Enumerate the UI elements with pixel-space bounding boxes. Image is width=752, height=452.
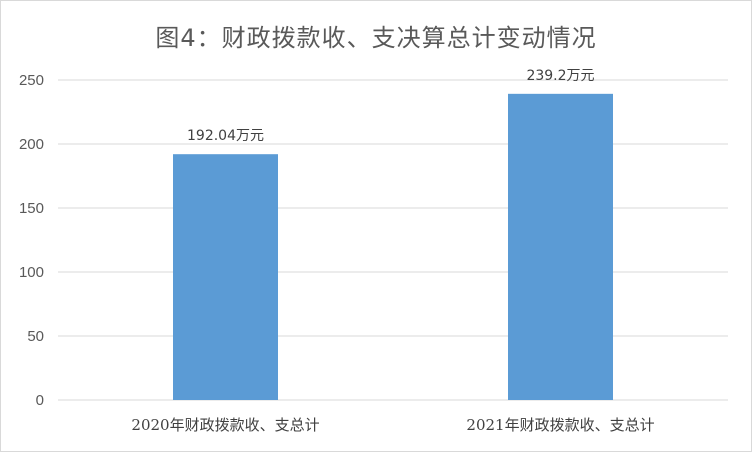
y-tick-label: 50: [27, 328, 44, 345]
y-tick-label: 0: [36, 392, 44, 409]
data-label: 239.2万元: [526, 68, 594, 84]
bar: [508, 93, 613, 400]
y-tick-label: 200: [19, 136, 44, 153]
data-label: 192.04万元: [187, 128, 264, 144]
y-tick-label: 150: [19, 200, 44, 217]
y-tick-label: 250: [19, 72, 44, 89]
x-category-label: 2020年财政拨款收、支总计: [131, 416, 319, 434]
y-tick-label: 100: [19, 264, 44, 281]
bar: [173, 154, 278, 400]
chart-title: 图4：财政拨款收、支决算总计变动情况: [155, 24, 597, 52]
x-category-label: 2021年财政拨款收、支总计: [466, 416, 654, 434]
